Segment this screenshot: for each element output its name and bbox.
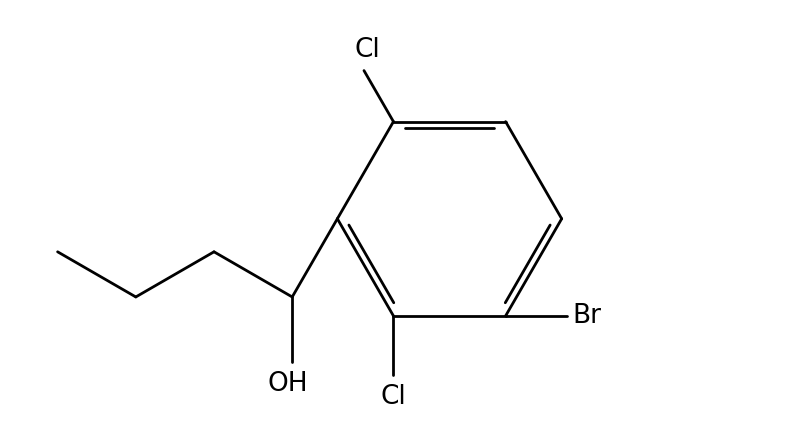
Text: OH: OH <box>267 371 308 397</box>
Text: Br: Br <box>572 303 601 329</box>
Text: Cl: Cl <box>354 37 380 63</box>
Text: Cl: Cl <box>380 384 406 410</box>
